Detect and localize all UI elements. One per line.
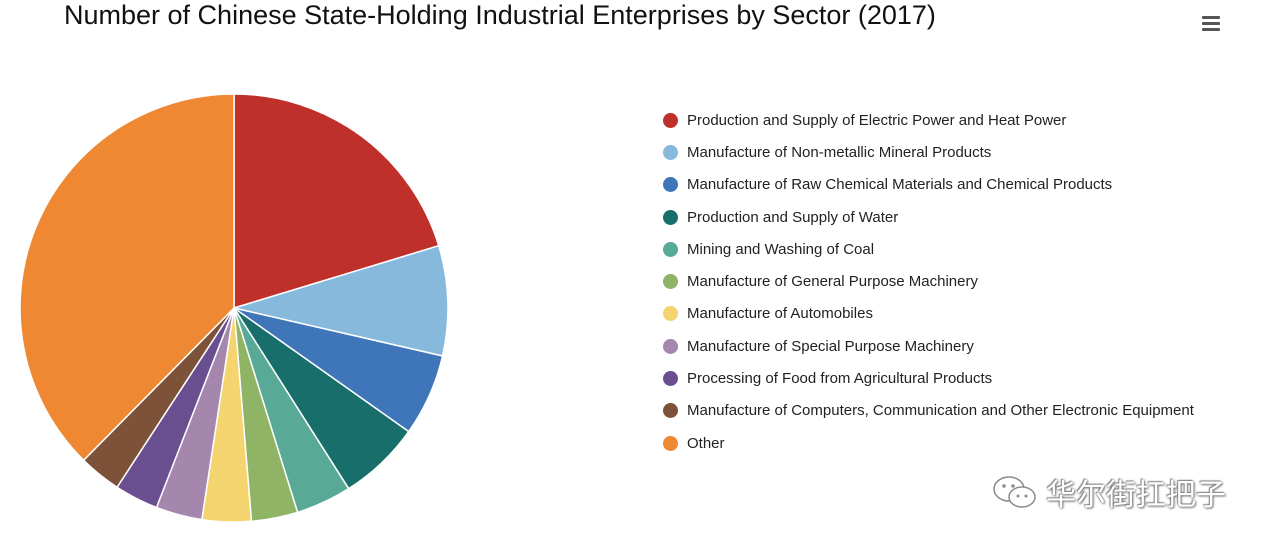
legend-swatch <box>663 177 678 193</box>
menu-bar <box>1202 22 1220 25</box>
pie-chart <box>19 93 449 523</box>
legend-label: Production and Supply of Water <box>687 208 899 226</box>
pie-slices <box>19 93 449 523</box>
chart-title: Number of Chinese State-Holding Industri… <box>64 0 936 30</box>
legend-swatch <box>663 338 678 354</box>
legend-label: Manufacture of Non-metallic Mineral Prod… <box>687 143 992 161</box>
legend-label: Manufacture of Automobiles <box>687 305 873 323</box>
legend-swatch <box>663 306 678 322</box>
legend-label: Manufacture of Raw Chemical Materials an… <box>687 176 1113 194</box>
pie-slice-1[interactable] <box>233 93 440 310</box>
menu-bar <box>1202 16 1220 19</box>
pie-slice-2[interactable] <box>231 244 449 357</box>
legend-swatch <box>663 144 678 160</box>
legend-swatch <box>663 112 678 128</box>
legend-swatch <box>663 274 678 290</box>
hamburger-menu-icon[interactable] <box>1198 12 1224 36</box>
legend-label: Processing of Food from Agricultural Pro… <box>687 370 993 388</box>
watermark-text: 华尔街扛把子 <box>1046 478 1226 513</box>
legend-swatch <box>663 403 678 419</box>
legend-swatch <box>663 435 678 451</box>
legend-swatch <box>663 209 678 225</box>
pie-slice-11[interactable] <box>19 93 235 462</box>
legend-item[interactable]: Processing of Food from Agricultural Pro… <box>663 362 1194 394</box>
legend-item[interactable]: Manufacture of Computers, Communication … <box>663 395 1194 427</box>
legend-item[interactable]: Manufacture of Non-metallic Mineral Prod… <box>663 136 1194 168</box>
legend-label: Production and Supply of Electric Power … <box>687 111 1067 129</box>
legend-item[interactable]: Production and Supply of Water <box>663 201 1194 233</box>
watermark: 华尔街扛把子 <box>990 470 1226 514</box>
legend-item[interactable]: Manufacture of Automobiles <box>663 298 1194 330</box>
legend-label: Manufacture of General Purpose Machinery <box>687 273 978 291</box>
legend-label: Mining and Washing of Coal <box>687 240 875 258</box>
legend-item[interactable]: Production and Supply of Electric Power … <box>663 104 1194 136</box>
legend-swatch <box>663 371 678 387</box>
legend-item[interactable]: Manufacture of Special Purpose Machinery <box>663 330 1194 362</box>
legend-item[interactable]: Manufacture of General Purpose Machinery <box>663 265 1194 297</box>
legend-item[interactable]: Manufacture of Raw Chemical Materials an… <box>663 169 1194 201</box>
legend-label: Manufacture of Special Purpose Machinery <box>687 337 974 355</box>
legend-item[interactable]: Other <box>663 427 1194 459</box>
legend-item[interactable]: Mining and Washing of Coal <box>663 233 1194 265</box>
legend-label: Manufacture of Computers, Communication … <box>687 402 1194 420</box>
legend-label: Other <box>687 434 725 452</box>
wechat-icon <box>993 476 1036 508</box>
chart-legend: Production and Supply of Electric Power … <box>663 104 1194 459</box>
legend-swatch <box>663 241 678 257</box>
menu-bar <box>1202 28 1220 31</box>
